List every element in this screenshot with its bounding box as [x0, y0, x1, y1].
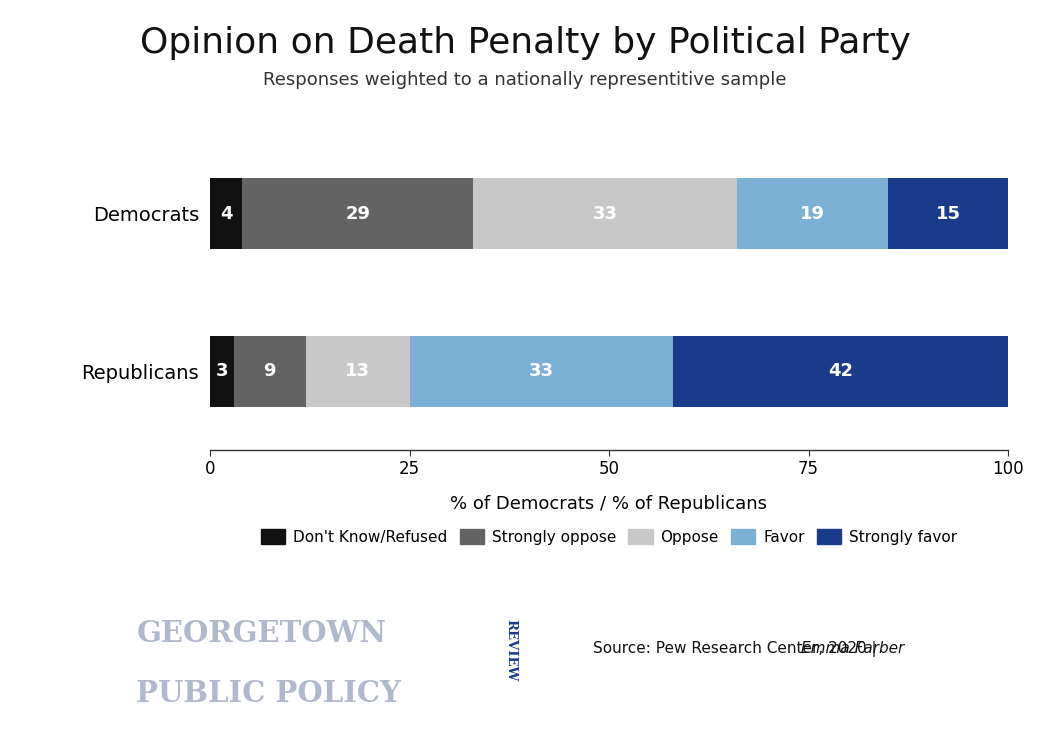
Text: 3: 3 — [215, 362, 228, 380]
Text: Opinion on Death Penalty by Political Party: Opinion on Death Penalty by Political Pa… — [140, 26, 910, 60]
Text: PUBLIC POLICY: PUBLIC POLICY — [136, 679, 401, 708]
Bar — [410, 336, 673, 406]
X-axis label: % of Democrats / % of Republicans: % of Democrats / % of Republicans — [450, 495, 768, 513]
Bar — [737, 178, 888, 249]
Bar — [210, 336, 234, 406]
Text: GEORGETOWN: GEORGETOWN — [136, 619, 386, 648]
Bar — [242, 178, 474, 249]
Text: 9: 9 — [264, 362, 276, 380]
Text: 42: 42 — [827, 362, 853, 380]
Text: 15: 15 — [936, 205, 961, 223]
Text: 19: 19 — [800, 205, 825, 223]
Bar — [888, 178, 1008, 249]
Text: 33: 33 — [592, 205, 617, 223]
Text: Source: Pew Research Center, 2020 |: Source: Pew Research Center, 2020 | — [593, 641, 882, 657]
Bar — [474, 178, 737, 249]
Text: Emma Farber: Emma Farber — [801, 641, 904, 656]
Text: 13: 13 — [345, 362, 371, 380]
Text: 4: 4 — [219, 205, 232, 223]
Text: 29: 29 — [345, 205, 371, 223]
Text: Responses weighted to a nationally representitive sample: Responses weighted to a nationally repre… — [264, 71, 786, 89]
Bar — [673, 336, 1008, 406]
Text: 33: 33 — [528, 362, 553, 380]
Bar — [234, 336, 306, 406]
Bar — [210, 178, 242, 249]
Legend: Don't Know/Refused, Strongly oppose, Oppose, Favor, Strongly favor: Don't Know/Refused, Strongly oppose, Opp… — [255, 524, 963, 551]
Text: REVIEW: REVIEW — [504, 619, 517, 681]
Bar — [306, 336, 410, 406]
